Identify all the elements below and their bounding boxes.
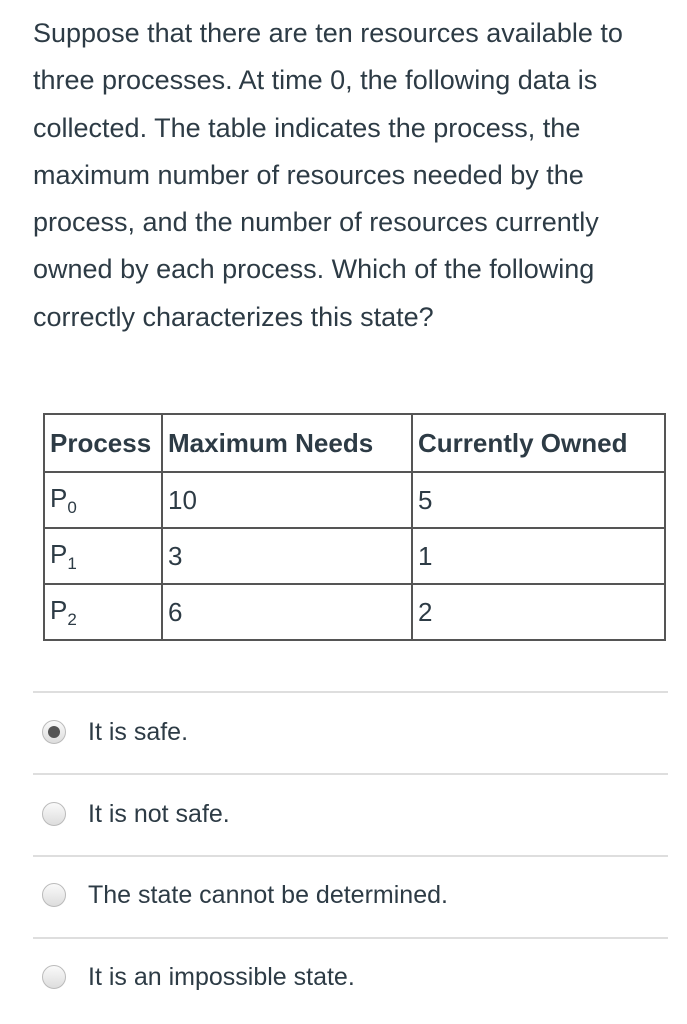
process-subscript: 1 [67, 553, 77, 573]
divider [33, 691, 668, 693]
radio-selected-icon[interactable] [42, 720, 66, 744]
option-cannot-determine[interactable]: The state cannot be determined. [42, 875, 448, 915]
option-label: It is an impossible state. [88, 962, 355, 991]
option-not-safe[interactable]: It is not safe. [42, 794, 230, 834]
table-row: P1 3 1 [43, 527, 666, 585]
owned-cell: 5 [411, 471, 666, 529]
divider [33, 937, 668, 939]
owned-cell: 1 [411, 527, 666, 585]
question-text: Suppose that there are ten resources ava… [33, 18, 623, 332]
option-impossible[interactable]: It is an impossible state. [42, 957, 355, 997]
process-subscript: 0 [67, 497, 77, 517]
header-maximum-needs: Maximum Needs [161, 413, 413, 473]
table-row: P2 6 2 [43, 583, 666, 641]
process-name: P [50, 538, 68, 569]
max-needs-cell: 3 [161, 527, 413, 585]
process-cell: P1 [43, 527, 163, 585]
process-cell: P2 [43, 583, 163, 641]
divider [33, 773, 668, 775]
max-needs-cell: 6 [161, 583, 413, 641]
radio-icon[interactable] [42, 965, 66, 989]
option-label: It is safe. [88, 717, 189, 746]
resource-table: Process Maximum Needs Currently Owned P0… [43, 413, 666, 641]
table-header-row: Process Maximum Needs Currently Owned [43, 413, 666, 473]
process-name: P [50, 482, 68, 513]
header-currently-owned: Currently Owned [411, 413, 666, 473]
option-safe[interactable]: It is safe. [42, 712, 188, 752]
process-subscript: 2 [67, 609, 77, 629]
divider [33, 855, 668, 857]
option-label: The state cannot be determined. [88, 880, 448, 909]
table-row: P0 10 5 [43, 471, 666, 529]
owned-cell: 2 [411, 583, 666, 641]
header-process: Process [43, 413, 163, 473]
max-needs-cell: 10 [161, 471, 413, 529]
radio-icon[interactable] [42, 802, 66, 826]
radio-icon[interactable] [42, 883, 66, 907]
process-name: P [50, 594, 68, 625]
process-cell: P0 [43, 471, 163, 529]
option-label: It is not safe. [88, 799, 230, 828]
